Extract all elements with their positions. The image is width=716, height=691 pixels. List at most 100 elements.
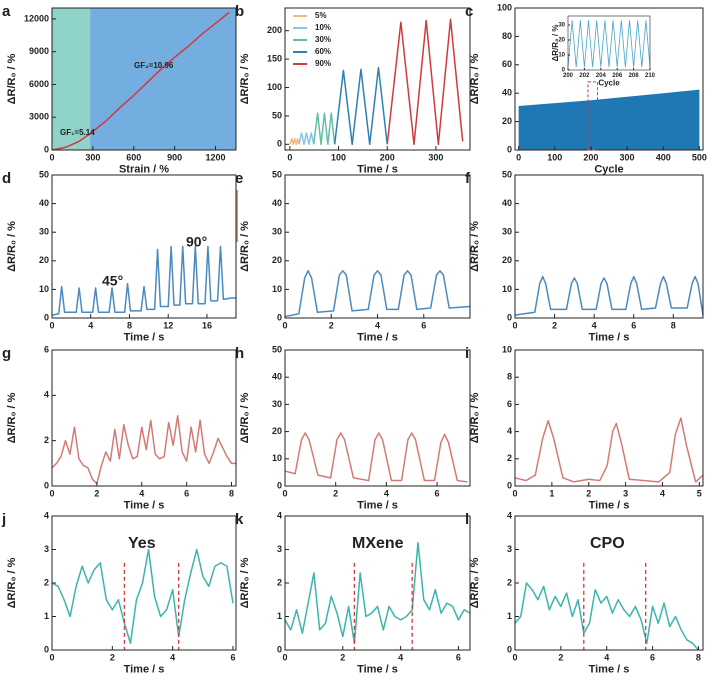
y-tick-label: 2	[277, 577, 282, 587]
y-tick-label: 30	[272, 227, 282, 237]
annotation: GF₂=10.96	[134, 61, 174, 70]
x-tick-label: 12	[163, 320, 173, 330]
y-tick-label: 80	[502, 31, 512, 41]
y-tick-label: 30	[502, 227, 512, 237]
panel-label: i	[465, 345, 469, 362]
panel-label: j	[1, 511, 6, 528]
x-axis-label: Time / s	[357, 500, 398, 512]
y-tick-label: 60	[502, 59, 512, 69]
plot-background	[285, 175, 470, 318]
y-tick-label: 8	[507, 372, 512, 382]
x-tick-label: 100	[331, 152, 346, 162]
x-axis-label: Time / s	[357, 164, 398, 176]
plot-frame	[284, 7, 471, 151]
y-axis-label: ΔR/R₀ / %	[6, 392, 18, 443]
y-axis-label: ΔR/R₀ / %	[239, 221, 251, 272]
x-tick-label: 0	[516, 152, 521, 162]
y-tick-label: 1	[44, 611, 49, 621]
y-tick-label: 20	[558, 38, 565, 44]
x-tick-label: 0	[49, 652, 54, 662]
plot-frame	[514, 349, 704, 487]
area	[518, 89, 700, 150]
y-tick-label: 200	[267, 25, 282, 35]
plot-frame	[514, 7, 704, 151]
y-axis-label: ΔR/R₀ / %	[239, 53, 251, 104]
y-tick-label: 0	[507, 480, 512, 490]
x-tick-label: 4	[398, 652, 403, 662]
x-tick-label: 6	[184, 488, 189, 498]
x-tick-label: 0	[512, 320, 517, 330]
x-tick-label: 6	[650, 652, 655, 662]
panel-label: f	[465, 170, 471, 187]
y-tick-label: 4	[277, 510, 282, 520]
x-axis-label: Time / s	[357, 332, 398, 344]
y-tick-label: 4	[44, 510, 49, 520]
y-tick-label: 0	[277, 139, 282, 149]
y-tick-label: 50	[272, 169, 282, 179]
y-tick-label: 30	[39, 227, 49, 237]
panel-label: h	[235, 345, 244, 362]
x-tick-label: 4	[660, 488, 665, 498]
y-tick-label: 20	[502, 116, 512, 126]
annotation: 90°	[186, 234, 207, 250]
y-tick-label: 20	[272, 255, 282, 265]
x-tick-label: 2	[94, 488, 99, 498]
x-tick-label: 6	[435, 488, 440, 498]
line	[51, 11, 230, 151]
panel-label: e	[235, 170, 243, 187]
x-axis-label: Time / s	[124, 664, 165, 676]
y-tick-label: 20	[502, 255, 512, 265]
x-tick-label: 2	[333, 488, 338, 498]
plot-frame	[284, 349, 471, 487]
x-tick-label: 0	[282, 320, 287, 330]
y-tick-label: 3	[44, 544, 49, 554]
y-tick-label: 4	[44, 390, 49, 400]
plot-background	[285, 350, 470, 486]
plot-background	[515, 350, 703, 486]
line	[514, 582, 699, 651]
y-tick-label: 10	[39, 284, 49, 294]
x-tick-label: 8	[696, 652, 701, 662]
y-tick-label: 10	[272, 453, 282, 463]
x-tick-label: 0	[49, 152, 54, 162]
y-tick-label: 3	[277, 544, 282, 554]
y-tick-label: 12000	[24, 13, 49, 23]
y-tick-label: 50	[39, 169, 49, 179]
x-tick-label: 200	[583, 152, 598, 162]
legend-label: 5%	[315, 11, 327, 20]
y-axis-label: ΔR/R₀ / %	[239, 557, 251, 608]
y-tick-label: 40	[39, 198, 49, 208]
legend-label: 30%	[315, 35, 331, 44]
y-axis-label: ΔR/R₀ / %	[469, 392, 481, 443]
x-tick-label: 4	[88, 320, 93, 330]
legend-label: 10%	[315, 23, 331, 32]
line	[51, 414, 236, 485]
plot-frame	[514, 174, 704, 319]
x-tick-label: 204	[596, 73, 607, 79]
y-tick-label: 0	[507, 312, 512, 322]
x-axis-label: Strain / %	[119, 164, 169, 176]
x-tick-label: 400	[656, 152, 671, 162]
y-tick-label: 0	[44, 312, 49, 322]
line	[284, 270, 471, 318]
y-tick-label: 6	[44, 344, 49, 354]
y-tick-label: 0	[44, 644, 49, 654]
x-tick-label: 1	[549, 488, 554, 498]
x-tick-label: 100	[547, 152, 562, 162]
x-tick-label: 202	[579, 73, 590, 79]
y-tick-label: 40	[272, 372, 282, 382]
y-tick-label: 10	[558, 53, 565, 59]
x-tick-label: 2	[552, 320, 557, 330]
y-axis-label: ΔR/R₀ / %	[469, 557, 481, 608]
y-tick-label: 20	[39, 255, 49, 265]
x-tick-label: 0	[512, 488, 517, 498]
x-tick-label: 5	[697, 488, 702, 498]
y-tick-label: 100	[497, 2, 512, 12]
x-tick-label: 4	[170, 652, 175, 662]
plot-frame	[51, 349, 237, 487]
line	[567, 20, 651, 68]
y-tick-label: 2	[44, 577, 49, 587]
x-tick-label: 208	[629, 73, 640, 79]
y-tick-label: 0	[277, 644, 282, 654]
